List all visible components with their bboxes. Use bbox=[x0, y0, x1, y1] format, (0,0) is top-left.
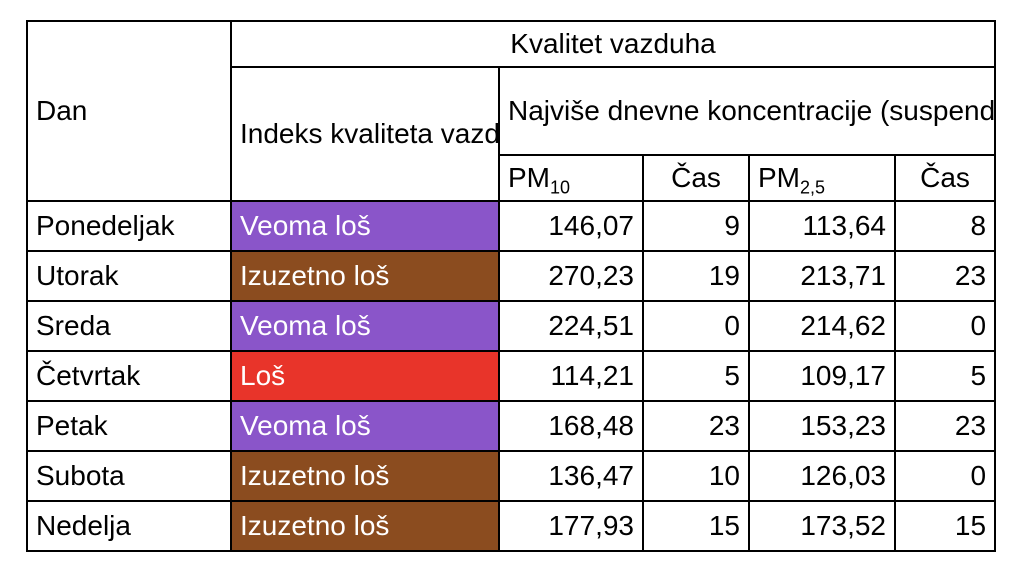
pm25-time-cell: 23 bbox=[893, 250, 997, 302]
pm10-cell: 114,21 bbox=[498, 350, 644, 402]
pm25-time-cell: 0 bbox=[893, 300, 997, 352]
pm25-cell: 109,17 bbox=[748, 350, 896, 402]
pm25-cell: 113,64 bbox=[748, 200, 896, 252]
day-cell: Subota bbox=[26, 450, 232, 502]
table-row: Ponedeljak Veoma loš 146,07 9 113,64 8 bbox=[26, 200, 997, 252]
table-row: Petak Veoma loš 168,48 23 153,23 23 bbox=[26, 400, 997, 452]
table-row: Utorak Izuzetno loš 270,23 19 213,71 23 bbox=[26, 250, 997, 302]
pm10-cell: 146,07 bbox=[498, 200, 644, 252]
day-cell: Sreda bbox=[26, 300, 232, 352]
index-cell: Loš bbox=[230, 350, 500, 402]
pm10-cell: 224,51 bbox=[498, 300, 644, 352]
day-cell: Ponedeljak bbox=[26, 200, 232, 252]
pm25-base: PM bbox=[758, 162, 800, 194]
header-day: Dan bbox=[26, 20, 232, 202]
pm25-time-cell: 23 bbox=[893, 400, 997, 452]
pm10-cell: 177,93 bbox=[498, 500, 644, 552]
header-max-concentration-text: Najviše dnevne koncentracije (suspendova… bbox=[508, 95, 996, 127]
header-pm25: PM2,5 bbox=[748, 154, 896, 202]
day-cell: Petak bbox=[26, 400, 232, 452]
pm25-cell: 213,71 bbox=[748, 250, 896, 302]
pm10-time-cell: 9 bbox=[642, 200, 750, 252]
day-cell: Utorak bbox=[26, 250, 232, 302]
pm25-sub: 2,5 bbox=[800, 177, 826, 198]
pm10-time-cell: 19 bbox=[642, 250, 750, 302]
index-cell: Izuzetno loš bbox=[230, 250, 500, 302]
pm25-cell: 126,03 bbox=[748, 450, 896, 502]
table-body: Dan Kvalitet vazduha Indeks kvaliteta va… bbox=[26, 20, 997, 552]
pm25-time-cell: 15 bbox=[893, 500, 997, 552]
pm10-time-cell: 15 bbox=[642, 500, 750, 552]
pm10-cell: 168,48 bbox=[498, 400, 644, 452]
header-time-2: Čas bbox=[893, 154, 997, 202]
day-cell: Četvrtak bbox=[26, 350, 232, 402]
index-cell: Veoma loš bbox=[230, 200, 500, 252]
index-cell: Veoma loš bbox=[230, 300, 500, 352]
pm10-time-cell: 5 bbox=[642, 350, 750, 402]
header-row-1: Dan Kvalitet vazduha bbox=[26, 20, 997, 202]
header-index: Indeks kvaliteta vazduha bbox=[230, 66, 500, 202]
air-quality-table: Dan Kvalitet vazduha Indeks kvaliteta va… bbox=[26, 20, 997, 552]
pm25-cell: 173,52 bbox=[748, 500, 896, 552]
table-row: Četvrtak Loš 114,21 5 109,17 5 bbox=[26, 350, 997, 402]
pm10-time-cell: 10 bbox=[642, 450, 750, 502]
header-row-2: Indeks kvaliteta vazduha Najviše dnevne … bbox=[27, 66, 997, 202]
index-cell: Izuzetno loš bbox=[230, 450, 500, 502]
header-air-quality: Kvalitet vazduha bbox=[229, 20, 997, 68]
header-time-1: Čas bbox=[642, 154, 750, 202]
pm10-cell: 136,47 bbox=[498, 450, 644, 502]
index-cell: Izuzetno loš bbox=[230, 500, 500, 552]
pm10-time-cell: 0 bbox=[642, 300, 750, 352]
header-row-3: PM10 Čas PM2,5 Čas bbox=[27, 154, 997, 202]
pm10-base: PM bbox=[508, 162, 550, 194]
header-pm10: PM10 bbox=[498, 154, 644, 202]
pm25-cell: 153,23 bbox=[748, 400, 896, 452]
table-row: Nedelja Izuzetno loš 177,93 15 173,52 15 bbox=[26, 500, 997, 552]
day-cell: Nedelja bbox=[26, 500, 232, 552]
index-cell: Veoma loš bbox=[230, 400, 500, 452]
pm25-time-cell: 8 bbox=[893, 200, 997, 252]
table-row: Sreda Veoma loš 224,51 0 214,62 0 bbox=[26, 300, 997, 352]
pm25-time-cell: 5 bbox=[893, 350, 997, 402]
pm25-cell: 214,62 bbox=[748, 300, 896, 352]
pm10-cell: 270,23 bbox=[498, 250, 644, 302]
pm10-time-cell: 23 bbox=[642, 400, 750, 452]
header-max-concentration: Najviše dnevne koncentracije (suspendova… bbox=[497, 66, 997, 156]
pm25-time-cell: 0 bbox=[893, 450, 997, 502]
table-row: Subota Izuzetno loš 136,47 10 126,03 0 bbox=[26, 450, 997, 502]
pm10-sub: 10 bbox=[550, 177, 571, 198]
